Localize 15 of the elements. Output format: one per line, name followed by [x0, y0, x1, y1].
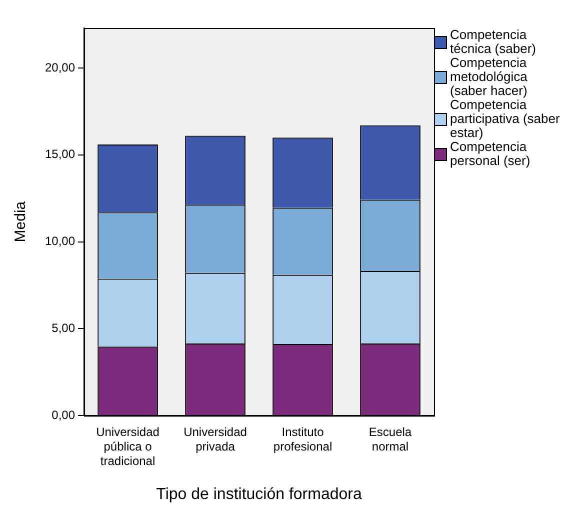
x-tick-label: Universidad pública o tradicional [96, 425, 160, 468]
y-tick-label: 0,00 [52, 408, 76, 422]
y-tick-label: 20,00 [45, 60, 76, 74]
y-tick-label: 10,00 [45, 234, 76, 248]
y-tick-label: 15,00 [45, 147, 76, 162]
x-tick-label: Instituto profesional [273, 425, 332, 454]
x-tick-label: Escuela normal [368, 425, 412, 454]
y-axis-title: Media [12, 200, 30, 242]
y-tick-label: 5,00 [52, 321, 76, 336]
legend-label: Competencia metodológica (saber hacer) [450, 55, 528, 98]
x-axis-title: Tipo de institución formadora [156, 486, 362, 503]
x-tick-label: Universidad privada [184, 425, 247, 454]
legend-label: Competencia técnica (saber) [450, 27, 537, 56]
legend-label: Competencia personal (ser) [450, 139, 532, 168]
legend-label: Competencia participativa (saber estar) [450, 97, 561, 140]
